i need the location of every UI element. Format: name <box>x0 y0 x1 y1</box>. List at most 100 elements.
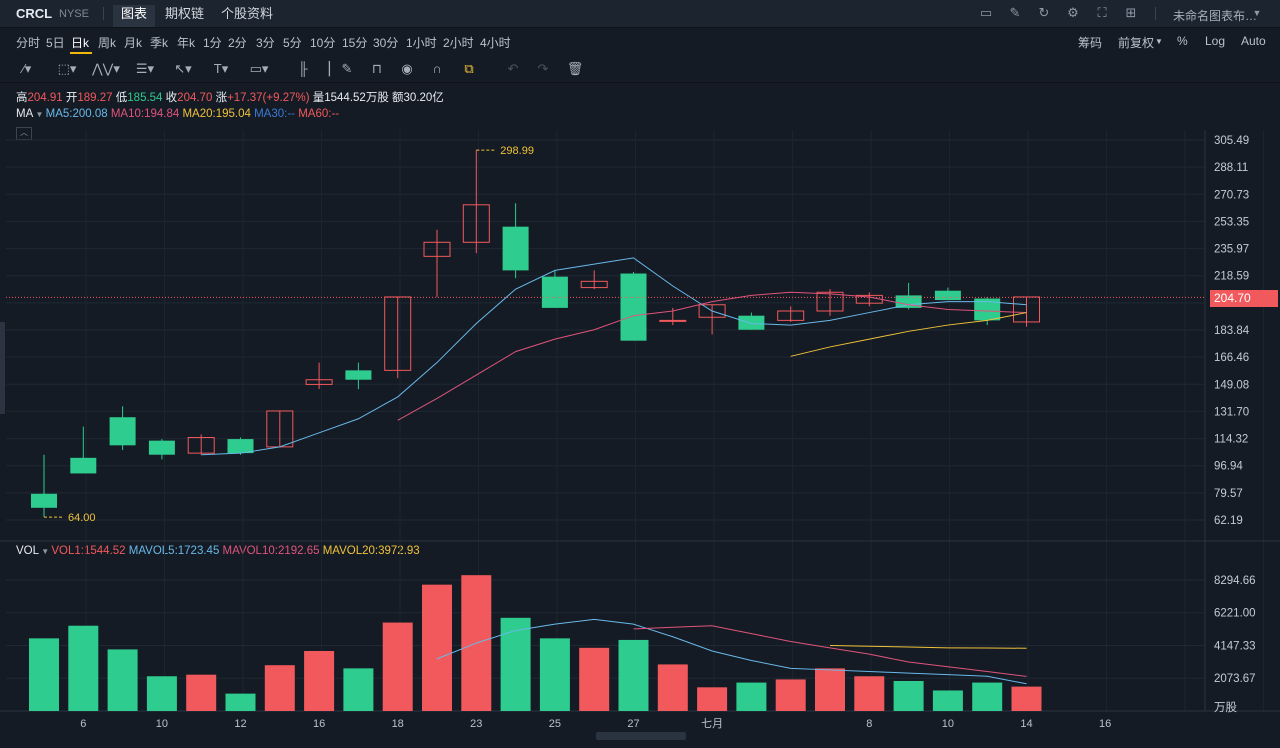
interval-yearly[interactable]: 年k <box>177 36 196 50</box>
current-price-tag: 204.70 <box>1210 290 1278 307</box>
log-toggle[interactable]: Log <box>1205 34 1226 48</box>
fullscreen-icon[interactable]: ⛶ <box>1097 5 1107 20</box>
interval-monthly[interactable]: 月k <box>124 36 143 50</box>
interval-5d[interactable]: 5日 <box>46 36 65 50</box>
interval-1h[interactable]: 1小时 <box>406 36 437 50</box>
interval-5m[interactable]: 5分 <box>283 36 302 50</box>
undo-icon: ↶ <box>507 61 519 76</box>
ma20-value: MA20:195.04 <box>182 108 251 120</box>
interval-2m[interactable]: 2分 <box>228 36 247 50</box>
rectangle-icon[interactable]: ⬚▾ <box>57 61 77 76</box>
volume-bar <box>382 622 413 711</box>
interval-2h[interactable]: 2小时 <box>443 36 474 50</box>
interval-quarterly[interactable]: 季k <box>150 36 169 50</box>
interval-10m[interactable]: 10分 <box>310 36 336 50</box>
candle-body <box>305 379 333 385</box>
date-tick-label: 10 <box>942 718 954 730</box>
ma-label[interactable]: MA <box>16 108 34 120</box>
volume-bar <box>422 584 452 711</box>
magnet-icon[interactable]: ∩ <box>432 61 442 76</box>
refresh-icon[interactable]: ↻ <box>1038 5 1050 20</box>
price-tick-label: 235.97 <box>1214 244 1249 256</box>
trash-icon[interactable]: 🗑 <box>566 61 584 76</box>
interval-daily[interactable]: 日k <box>71 36 90 50</box>
arrow-icon[interactable]: ↖▾ <box>174 61 192 76</box>
layout-name-dropdown[interactable]: 未命名图表布… <box>1173 9 1258 23</box>
interval-4h[interactable]: 4小时 <box>480 36 511 50</box>
monitor-icon[interactable]: ▭ <box>979 5 993 20</box>
interval-bar: 分时 5日 日k 周k 月k 季k 年k 1分 2分 3分 5分 10分 15分… <box>0 28 1280 54</box>
date-tick-label: 10 <box>156 718 168 730</box>
ruler-icon[interactable]: ▕ <box>320 61 330 76</box>
price-tick-label: 96.94 <box>1214 461 1243 473</box>
volume-bar <box>500 617 531 711</box>
edit-icon[interactable]: ✎ <box>1009 5 1021 20</box>
auto-toggle[interactable]: Auto <box>1241 34 1266 48</box>
tab-options-chain[interactable]: 期权链 <box>165 6 205 21</box>
mavol5-value: MAVOL5:1723.45 <box>128 545 220 557</box>
candle-body <box>974 298 1001 321</box>
candle-body <box>659 319 687 322</box>
date-tick-label: 6 <box>80 718 86 730</box>
volume-bar <box>579 647 610 711</box>
date-tick-label: 18 <box>392 718 404 730</box>
sidebar-handle[interactable] <box>0 322 5 414</box>
interval-intraday[interactable]: 分时 <box>16 36 41 50</box>
fib-icon[interactable]: ☰▾ <box>135 61 155 76</box>
layout-grid-icon[interactable]: ⊞ <box>1125 5 1137 20</box>
adjust-dropdown[interactable]: 前复权 <box>1118 36 1155 50</box>
pattern-icon[interactable]: ⋀⋁▾ <box>92 61 120 76</box>
high-value: 204.91 <box>27 92 63 104</box>
chip-distribution-button[interactable]: 筹码 <box>1078 36 1103 50</box>
percent-toggle[interactable]: % <box>1177 34 1188 48</box>
candle-body <box>31 493 57 508</box>
interval-3m[interactable]: 3分 <box>256 36 275 50</box>
price-axis: 305.49288.11270.73253.35235.97218.59201.… <box>1214 135 1250 527</box>
chevron-down-icon: ▼ <box>1252 8 1262 18</box>
ohlc-info: 高204.91 开189.27 低185.54 收204.70 涨+17.37(… <box>16 89 444 105</box>
turnover-label: 额 <box>392 92 404 104</box>
volume-bar <box>932 690 963 711</box>
date-tick-label: 12 <box>234 718 246 730</box>
volume-unit-label: 万股 <box>1214 701 1237 714</box>
interval-1m[interactable]: 1分 <box>203 36 222 50</box>
change-value: +17.37(+9.27%) <box>227 92 310 104</box>
volume-bar <box>225 693 256 711</box>
price-tick-label: 183.84 <box>1214 325 1250 337</box>
gear-icon[interactable]: ⚙ <box>1067 5 1079 20</box>
candle-body <box>620 273 647 341</box>
text-icon[interactable]: T▾ <box>213 61 229 76</box>
vol-label[interactable]: VOL <box>16 545 40 557</box>
volume-bar <box>304 650 335 711</box>
trendline-icon[interactable]: ⁄▾ <box>22 61 32 76</box>
pencil-icon[interactable]: ✎ <box>341 61 353 76</box>
volume-value: 1544.52万股 <box>324 92 389 104</box>
volume-bar <box>146 676 177 711</box>
volume-tick-label: 8294.66 <box>1214 575 1256 587</box>
interval-15m[interactable]: 15分 <box>342 36 368 50</box>
tab-profile[interactable]: 个股资料 <box>221 6 274 21</box>
low-label: 低 <box>115 92 128 104</box>
vol1-value: VOL1:1544.52 <box>51 545 126 557</box>
label-icon[interactable]: ▭▾ <box>249 61 269 76</box>
candlestick-chart[interactable]: 305.49288.11270.73253.35235.97218.59201.… <box>0 83 1280 748</box>
ma60-value: MA60:-- <box>298 108 340 120</box>
candle-body <box>345 370 372 380</box>
layers-icon[interactable]: ⧉ <box>464 61 474 76</box>
price-tick-label: 114.32 <box>1214 434 1248 446</box>
ma5-value: MA5:200.08 <box>45 108 108 120</box>
lock-icon[interactable]: ⊓ <box>371 61 383 76</box>
measure-icon[interactable]: ╟ <box>298 61 308 76</box>
volume-bars <box>29 575 1042 711</box>
tab-chart[interactable]: 图表 <box>113 5 156 27</box>
scroll-handle[interactable] <box>596 732 686 740</box>
interval-weekly[interactable]: 周k <box>98 36 117 50</box>
mavol20-value: MAVOL20:3972.93 <box>322 545 420 557</box>
mavol10-line <box>633 625 1027 677</box>
eye-icon[interactable]: ◉ <box>401 61 413 76</box>
date-tick-label: 14 <box>1020 718 1032 730</box>
interval-30m[interactable]: 30分 <box>373 36 399 50</box>
volume-bar <box>68 625 99 711</box>
price-tick-label: 131.70 <box>1214 406 1249 418</box>
close-label: 收 <box>165 92 178 104</box>
